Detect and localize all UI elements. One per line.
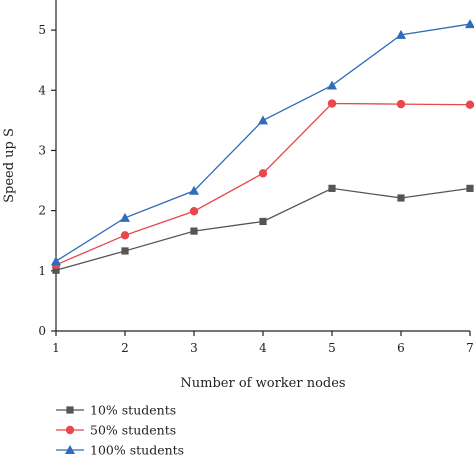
data-point — [466, 184, 474, 192]
legend-label: 50% students — [90, 423, 176, 438]
data-point — [327, 80, 337, 90]
x-tick-label: 4 — [259, 341, 267, 355]
data-point — [328, 184, 336, 192]
data-point — [120, 231, 130, 240]
data-point — [51, 256, 61, 266]
data-point — [465, 100, 474, 109]
data-point — [121, 247, 129, 255]
series-line — [55, 187, 471, 271]
data-point — [189, 207, 199, 216]
y-axis-label: Speed up S — [2, 128, 17, 203]
series-circle — [51, 99, 474, 269]
x-tick-label: 5 — [328, 341, 336, 355]
data-point — [397, 194, 405, 202]
series-line — [55, 23, 471, 262]
y-tick-label: 5 — [38, 23, 46, 37]
series-line — [55, 102, 471, 266]
y-tick-label: 2 — [38, 204, 46, 218]
data-point — [396, 29, 406, 39]
chart-series — [51, 19, 474, 274]
legend-item: 50% students — [56, 423, 176, 438]
x-tick-label: 6 — [397, 341, 405, 355]
y-tick-label: 3 — [38, 143, 46, 157]
data-point — [52, 266, 60, 274]
series-square — [52, 184, 474, 274]
data-point — [258, 115, 268, 125]
legend-item: 100% students — [56, 443, 184, 458]
legend-item: 10% students — [56, 403, 176, 418]
legend-marker — [65, 445, 75, 454]
series-triangle — [51, 19, 474, 266]
data-point — [327, 99, 337, 108]
data-point — [190, 227, 198, 235]
y-tick-label: 0 — [38, 324, 46, 338]
y-tick-label: 4 — [38, 83, 46, 97]
x-axis-label: Number of worker nodes — [180, 376, 345, 391]
data-point — [396, 99, 406, 109]
y-tick-label: 1 — [38, 264, 46, 278]
x-tick-label: 3 — [190, 341, 198, 355]
legend-marker — [66, 406, 74, 414]
data-point — [465, 19, 474, 29]
x-tick-label: 2 — [121, 341, 129, 355]
legend-label: 100% students — [90, 443, 184, 458]
data-point — [120, 212, 130, 222]
chart-legend: 10% students 50% students 100% students — [56, 403, 184, 458]
data-point — [189, 185, 199, 195]
data-point — [258, 169, 268, 178]
legend-marker — [65, 425, 75, 435]
data-point — [259, 217, 267, 226]
legend-label: 10% students — [90, 403, 176, 418]
x-tick-label: 7 — [466, 341, 474, 355]
x-tick-label: 1 — [52, 341, 60, 355]
